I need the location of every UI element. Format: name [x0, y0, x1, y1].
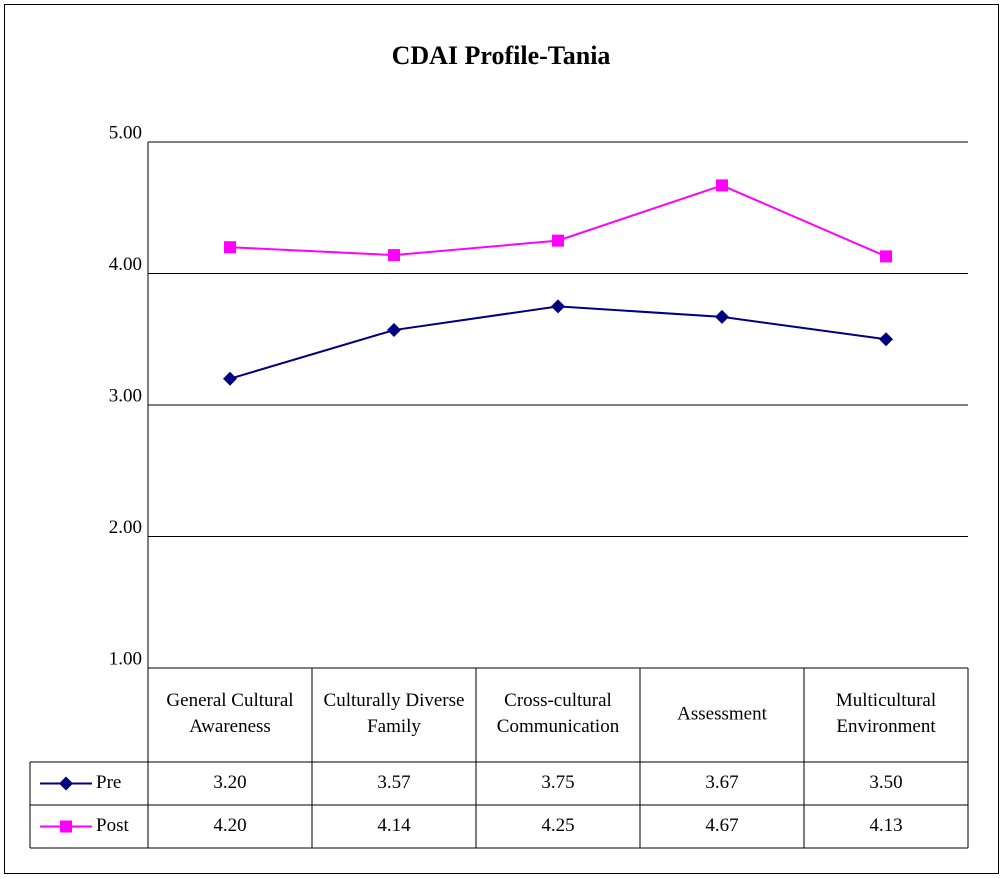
chart-border	[4, 4, 999, 874]
data-table-value: 4.20	[213, 815, 246, 836]
data-table-value: 4.67	[705, 815, 738, 836]
data-point	[552, 234, 564, 247]
data-table-value: 4.14	[377, 815, 411, 836]
data-table-value: 4.13	[869, 815, 902, 836]
data-point	[551, 299, 565, 314]
legend-label: Post	[96, 815, 129, 836]
x-tick-label: Multicultural Environment	[836, 690, 936, 737]
x-tick-label: Culturally Diverse Family	[324, 690, 465, 737]
legend-marker	[60, 820, 72, 833]
x-tick-label: General Cultural Awareness	[166, 690, 293, 737]
data-point	[223, 371, 237, 386]
data-point	[880, 250, 892, 263]
data-point	[716, 179, 728, 192]
x-tick-label-line: Environment	[836, 716, 936, 737]
data-point	[715, 309, 729, 324]
data-table-value: 3.57	[377, 772, 410, 793]
y-tick-label: 5.00	[109, 122, 142, 143]
x-tick-label: Assessment	[677, 703, 767, 724]
data-table-value: 3.50	[869, 772, 902, 793]
x-tick-label-line: General Cultural	[166, 690, 293, 711]
data-point	[387, 323, 401, 338]
data-table-value: 4.25	[541, 815, 574, 836]
x-tick-label-line: Family	[367, 716, 421, 737]
data-table-value: 3.20	[213, 772, 246, 793]
x-tick-label-line: Culturally Diverse	[324, 690, 465, 711]
y-tick-label: 1.00	[109, 648, 142, 669]
x-tick-label-line: Awareness	[189, 716, 271, 737]
y-tick-label: 2.00	[109, 517, 142, 538]
y-tick-label: 3.00	[109, 385, 142, 406]
data-point	[879, 332, 893, 347]
x-tick-label: Cross-cultural Communication	[497, 690, 620, 737]
legend-marker	[59, 776, 73, 791]
chart-title: CDAI Profile-Tania	[392, 41, 611, 70]
y-tick-label: 4.00	[109, 254, 142, 275]
x-tick-label-line: Communication	[497, 716, 620, 737]
data-point	[388, 249, 400, 262]
data-point	[224, 241, 236, 254]
data-table-value: 3.67	[705, 772, 738, 793]
x-tick-label-line: Multicultural	[836, 690, 936, 711]
x-tick-label-line: Cross-cultural	[504, 690, 612, 711]
data-table-value: 3.75	[541, 772, 574, 793]
legend-label: Pre	[96, 772, 121, 793]
